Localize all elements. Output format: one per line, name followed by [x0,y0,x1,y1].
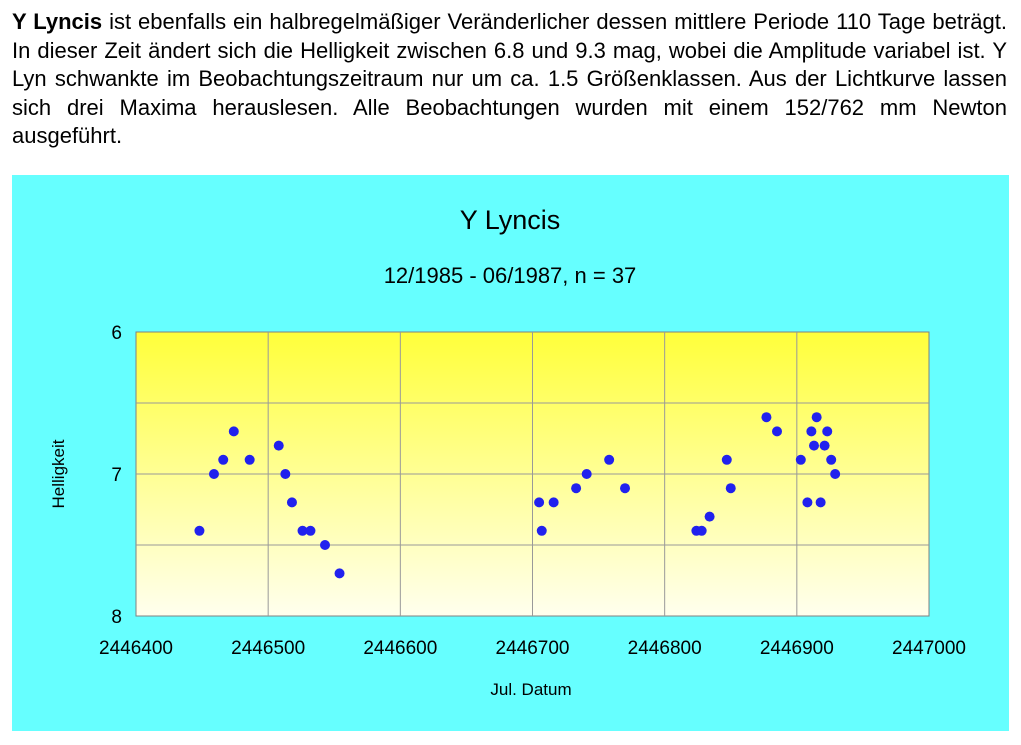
data-point [581,469,592,479]
data-point [194,525,205,536]
data-point [761,412,772,423]
y-tick-label: 7 [111,465,122,486]
x-tick-label: 2446900 [760,638,834,659]
data-points [194,412,841,579]
data-point [620,483,631,494]
y-tick-label: 8 [111,607,122,628]
data-point [696,525,707,536]
data-point [811,412,822,423]
data-point [319,540,330,550]
data-point [280,469,291,479]
data-point [604,454,615,465]
tick-labels: 2446400 2446500 2446600 2446700 2446800 24469… [99,323,966,659]
data-point [534,497,545,508]
data-point [286,497,297,508]
data-point [830,469,841,479]
data-point [802,497,813,508]
data-point [273,440,284,451]
data-point [819,440,830,451]
data-point [826,454,837,465]
data-point [244,454,255,465]
data-point [772,426,783,437]
x-tick-label: 2446700 [496,638,570,659]
data-point [725,483,736,494]
data-point [218,454,229,465]
data-point [721,454,732,465]
data-point [536,525,547,536]
y-axis-label: Helligkeit [49,439,68,508]
data-point [815,497,826,508]
data-point [704,511,715,522]
data-point [334,568,345,579]
x-tick-label: 2446400 [99,638,173,659]
x-tick-label: 2446800 [628,638,702,659]
chart-subtitle: 12/1985 - 06/1987, n = 37 [384,263,637,288]
data-point [809,440,820,451]
intro-paragraph: Y Lyncis ist ebenfalls ein halbregelmäßi… [12,8,1007,151]
data-point [548,497,559,508]
data-point [228,426,239,437]
data-point [806,426,817,437]
data-point [208,469,219,479]
chart-title: Y Lyncis [460,205,561,235]
data-point [297,525,308,536]
star-name: Y Lyncis [12,9,103,34]
y-tick-label: 6 [111,323,122,344]
x-tick-label: 2446500 [231,638,305,659]
data-point [305,525,316,536]
data-point [822,426,833,437]
x-axis-label: Jul. Datum [490,680,571,699]
data-point [571,483,582,494]
intro-text: ist ebenfalls ein halbregelmäßiger Verän… [12,9,1007,148]
x-tick-label: 2446600 [363,638,437,659]
grid-lines [136,332,929,616]
x-tick-label: 2447000 [892,638,966,659]
data-point [795,454,806,465]
